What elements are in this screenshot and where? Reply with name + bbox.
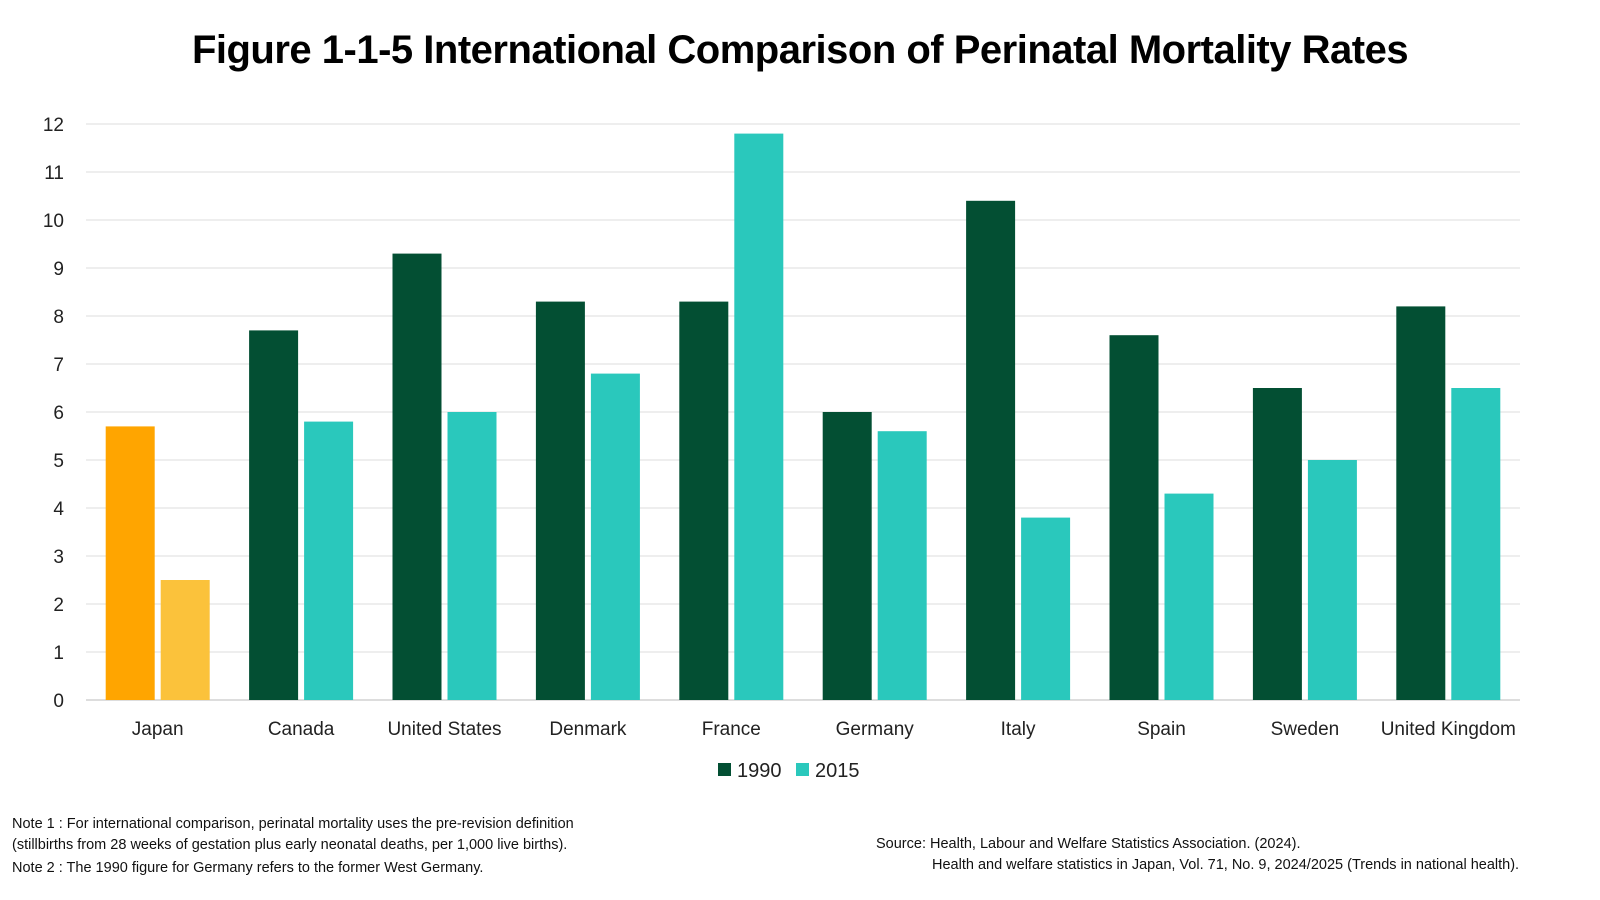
bar-germany-1990	[822, 412, 872, 700]
bar-sweden-1990	[1252, 388, 1302, 700]
x-category-label: Italy	[1001, 719, 1036, 740]
gridlines	[86, 123, 1520, 701]
bar-united-kingdom-1990	[1396, 306, 1446, 700]
bar-united-kingdom-2015	[1451, 388, 1501, 700]
note-2: Note 2 : The 1990 figure for Germany ref…	[12, 860, 484, 876]
x-category-label: Japan	[132, 719, 184, 740]
x-axis-labels: Japan Canada United States Denmark France Ger…	[132, 719, 1516, 740]
y-tick-label: 8	[53, 307, 64, 328]
bar-germany-2015	[877, 431, 927, 700]
bar-united-states-1990	[392, 253, 442, 700]
legend-swatch-2015	[796, 763, 809, 776]
bar-denmark-2015	[590, 373, 640, 700]
bar-italy-2015	[1021, 517, 1071, 700]
x-category-label: Sweden	[1271, 719, 1340, 740]
x-category-label: United Kingdom	[1381, 719, 1516, 740]
x-category-label: France	[702, 719, 761, 740]
y-tick-label: 0	[53, 691, 64, 712]
bar-united-states-2015	[447, 412, 497, 700]
y-tick-label: 9	[53, 259, 64, 280]
bar-france-1990	[679, 301, 729, 700]
bar-italy-1990	[966, 200, 1016, 701]
legend-label-2015: 2015	[815, 760, 860, 782]
x-category-label: United States	[387, 719, 501, 740]
chart-title: Figure 1-1-5 International Comparison of…	[191, 28, 1409, 72]
bar-canada-1990	[249, 330, 299, 700]
y-tick-label: 4	[53, 499, 64, 520]
y-tick-label: 10	[43, 211, 64, 232]
note-1-line-2: (stillbirths from 28 weeks of gestation …	[12, 837, 568, 853]
y-tick-label: 2	[53, 595, 64, 616]
y-tick-label: 7	[53, 355, 64, 376]
y-tick-label: 11	[44, 163, 64, 184]
source-line-2: Health and welfare statistics in Japan, …	[932, 857, 1520, 873]
y-tick-label: 1	[53, 643, 64, 664]
notes: Note 1 : For international comparison, p…	[12, 814, 574, 879]
bar-denmark-1990	[535, 301, 585, 700]
source: Source: Health, Labour and Welfare Stati…	[876, 834, 1519, 876]
y-tick-label: 3	[53, 547, 64, 568]
bar-canada-2015	[304, 421, 354, 700]
legend-label-1990: 1990	[737, 760, 782, 782]
bar-france-2015	[734, 133, 784, 701]
y-tick-label: 12	[43, 115, 64, 136]
bar-spain-1990	[1109, 335, 1159, 700]
x-category-label: Germany	[836, 719, 915, 740]
y-tick-label: 5	[53, 451, 64, 472]
x-category-label: Spain	[1137, 719, 1186, 740]
bars	[105, 133, 1501, 701]
bar-japan-2015	[160, 580, 210, 700]
y-tick-label: 6	[53, 403, 64, 424]
note-1-line-1: Note 1 : For international comparison, p…	[12, 816, 574, 832]
x-category-label: Denmark	[549, 719, 627, 740]
source-line-1: Source: Health, Labour and Welfare Stati…	[876, 836, 1301, 852]
bar-spain-2015	[1164, 493, 1214, 700]
bar-japan-1990	[105, 426, 155, 700]
bar-sweden-2015	[1307, 460, 1357, 700]
legend-swatch-1990	[718, 763, 731, 776]
legend: 1990 2015	[718, 760, 860, 782]
x-category-label: Canada	[268, 719, 335, 740]
